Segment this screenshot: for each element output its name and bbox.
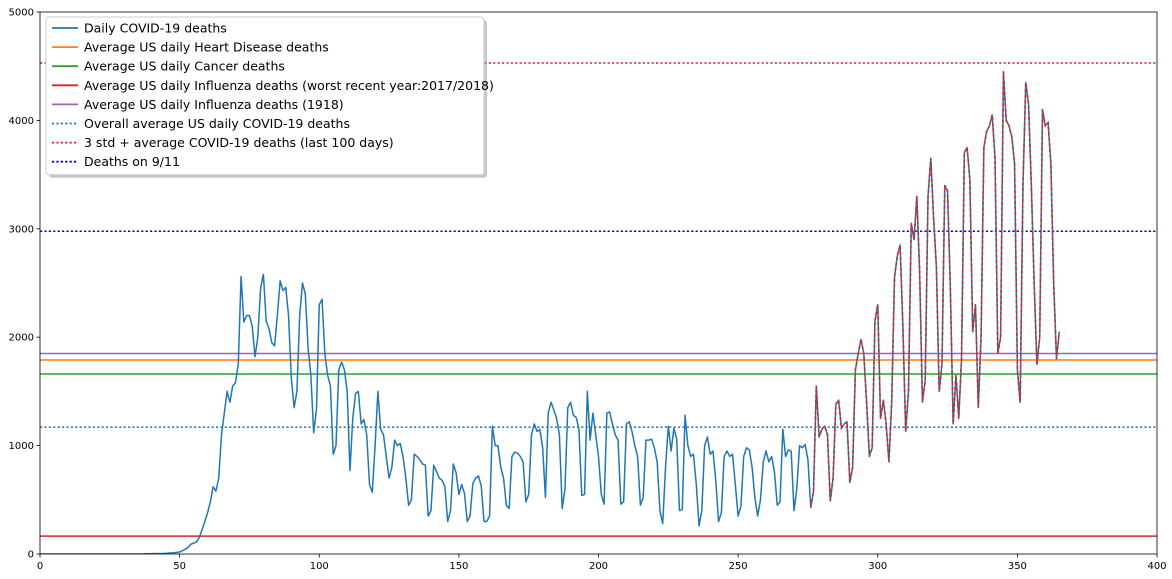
x-tick-label-0: 0 — [37, 561, 43, 572]
y-axis: 0 1000 2000 3000 4000 5000 — [9, 8, 40, 561]
legend: Daily COVID-19 deaths Average US daily He… — [45, 16, 494, 178]
legend-label-deaths-on-9-11: Deaths on 9/11 — [84, 154, 180, 169]
series-overlay-3-std-average-covid-19-deaths-last-100-days — [809, 71, 1061, 508]
legend-label-average-us-daily-cancer-deaths: Average US daily Cancer deaths — [84, 59, 285, 74]
y-tick-label-1000: 1000 — [9, 441, 34, 452]
x-tick-label-200: 200 — [589, 561, 608, 572]
legend-label-3-std-average-covid-19-deaths-last-100-days: 3 std + average COVID-19 deaths (last 10… — [84, 135, 394, 150]
legend-label-daily-covid-19-deaths: Daily COVID-19 deaths — [84, 21, 227, 36]
x-tick-label-50: 50 — [173, 561, 186, 572]
x-tick-label-350: 350 — [1008, 561, 1027, 572]
y-tick-label-2000: 2000 — [9, 333, 34, 344]
x-tick-label-150: 150 — [449, 561, 468, 572]
y-tick-label-4000: 4000 — [9, 116, 34, 127]
x-tick-label-100: 100 — [310, 561, 329, 572]
y-tick-label-0: 0 — [28, 550, 34, 561]
legend-box — [45, 16, 485, 176]
y-tick-label-5000: 5000 — [9, 8, 34, 19]
x-axis: 0 50 100 150 200 250 300 350 400 — [37, 554, 1167, 572]
legend-label-average-us-daily-influenza-deaths-worst-recent-year-2017-2018: Average US daily Influenza deaths (worst… — [84, 78, 494, 93]
legend-label-overall-average-us-daily-covid-19-deaths: Overall average US daily COVID-19 deaths — [84, 116, 350, 131]
legend-label-average-us-daily-influenza-deaths-1918: Average US daily Influenza deaths (1918) — [84, 97, 344, 112]
legend-label-average-us-daily-heart-disease-deaths: Average US daily Heart Disease deaths — [84, 40, 329, 55]
x-tick-label-400: 400 — [1147, 561, 1166, 572]
x-tick-label-250: 250 — [729, 561, 748, 572]
y-tick-label-3000: 3000 — [9, 224, 34, 235]
x-tick-label-300: 300 — [868, 561, 887, 572]
